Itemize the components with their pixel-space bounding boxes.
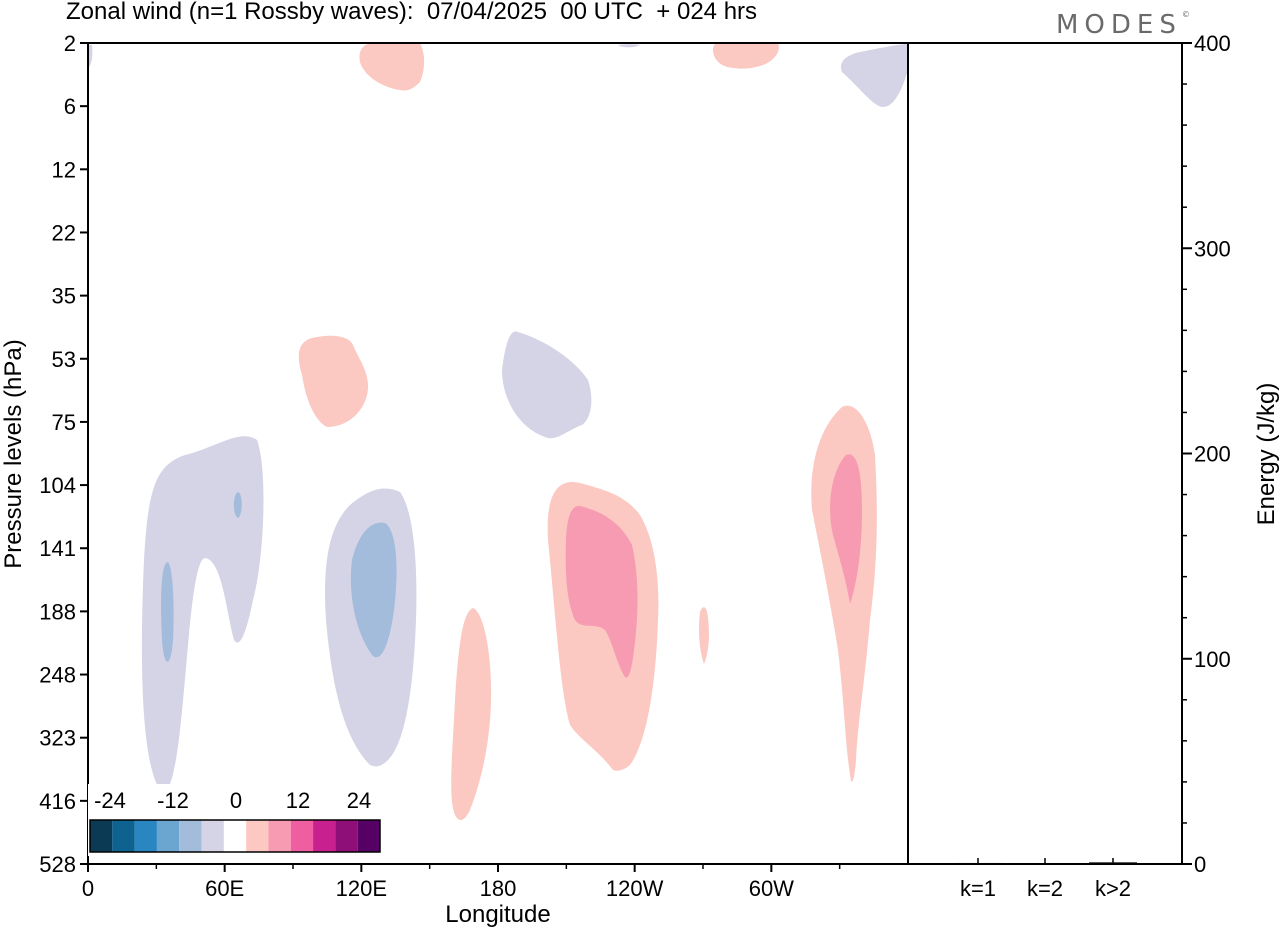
contour-negative-top-sliver bbox=[618, 44, 640, 48]
y-axis-title: Pressure levels (hPa) bbox=[0, 339, 27, 568]
x-tick-label: 180 bbox=[480, 876, 517, 901]
x-tick-label: 120E bbox=[336, 876, 387, 901]
energy-category-label: k=2 bbox=[1027, 876, 1063, 901]
energy-category-label: k=1 bbox=[960, 876, 996, 901]
y-tick-label: 104 bbox=[39, 473, 76, 498]
energy-plot-frame bbox=[907, 42, 1183, 865]
colorbar-swatch bbox=[335, 820, 358, 852]
contour-positive-top-west bbox=[712, 43, 779, 69]
energy-axis-title: Energy (J/kg) bbox=[1253, 383, 1280, 526]
colorbar-swatch bbox=[112, 820, 135, 852]
y-tick-label: 248 bbox=[39, 663, 76, 688]
colorbar-swatch bbox=[357, 820, 380, 852]
y-tick-label: 35 bbox=[52, 284, 76, 309]
y-tick-label: 528 bbox=[39, 852, 76, 877]
contour-negative-top-right bbox=[840, 44, 908, 108]
contour-positive-stratosphere bbox=[298, 335, 369, 427]
contour-negative-west-core bbox=[161, 562, 174, 662]
colorbar-swatch bbox=[90, 820, 113, 852]
contour-negative-top-left bbox=[88, 45, 93, 68]
colorbar-swatch bbox=[179, 820, 202, 852]
y-tick-label: 22 bbox=[52, 220, 76, 245]
colorbar-swatch bbox=[313, 820, 336, 852]
y-tick-label: 188 bbox=[39, 599, 76, 624]
x-tick-label: 120W bbox=[606, 876, 664, 901]
y-tick-label: 6 bbox=[64, 94, 76, 119]
colorbar-swatch bbox=[268, 820, 291, 852]
colorbar-label: 0 bbox=[230, 788, 242, 813]
y-tick-label: 323 bbox=[39, 726, 76, 751]
y-tick-label: 75 bbox=[52, 410, 76, 435]
y-tick-label: 141 bbox=[39, 536, 76, 561]
contour-positive-east-pacific-core bbox=[830, 454, 862, 604]
colorbar-swatch bbox=[201, 820, 224, 852]
energy-tick-label: 100 bbox=[1194, 647, 1231, 672]
contour-negative-upper-mid bbox=[502, 331, 592, 439]
contour-positive-central-pacific-core bbox=[565, 505, 638, 678]
chart-title: Zonal wind (n=1 Rossby waves): 07/04/202… bbox=[66, 0, 758, 25]
energy-tick-label: 200 bbox=[1194, 442, 1231, 467]
brand-logo: MODES© bbox=[1056, 10, 1190, 40]
colorbar-swatch bbox=[290, 820, 314, 852]
contour-positive-dateline bbox=[451, 608, 492, 820]
contour-negative-west bbox=[141, 436, 264, 793]
energy-category-label: k>2 bbox=[1095, 876, 1131, 901]
colorbar-label: -24 bbox=[94, 788, 126, 813]
y-tick-label: 416 bbox=[39, 789, 76, 814]
colorbar-swatch bbox=[223, 820, 247, 852]
energy-tick-label: 400 bbox=[1194, 31, 1231, 56]
colorbar-label: 12 bbox=[286, 788, 310, 813]
colorbar-swatch bbox=[246, 820, 269, 852]
colorbar-label: -12 bbox=[157, 788, 189, 813]
contour-positive-top-east bbox=[359, 43, 425, 91]
contour-positive-small bbox=[699, 607, 709, 664]
colorbar-frame bbox=[89, 819, 381, 853]
colorbar-label: 24 bbox=[347, 788, 371, 813]
colorbar-swatch bbox=[156, 820, 180, 852]
y-tick-label: 53 bbox=[52, 347, 76, 372]
colorbar-swatch bbox=[134, 820, 157, 852]
y-tick-label: 2 bbox=[64, 31, 76, 56]
contour-negative-dateline-west-core bbox=[350, 522, 397, 658]
contour-negative-west-spot bbox=[233, 492, 242, 518]
contour-layer bbox=[88, 43, 908, 820]
x-tick-label: 60E bbox=[205, 876, 244, 901]
x-axis-title: Longitude bbox=[445, 901, 550, 928]
x-tick-label: 0 bbox=[82, 876, 94, 901]
x-tick-label: 60W bbox=[749, 876, 794, 901]
energy-tick-label: 0 bbox=[1194, 852, 1206, 877]
y-tick-label: 12 bbox=[52, 157, 76, 182]
energy-tick-label: 300 bbox=[1194, 236, 1231, 261]
